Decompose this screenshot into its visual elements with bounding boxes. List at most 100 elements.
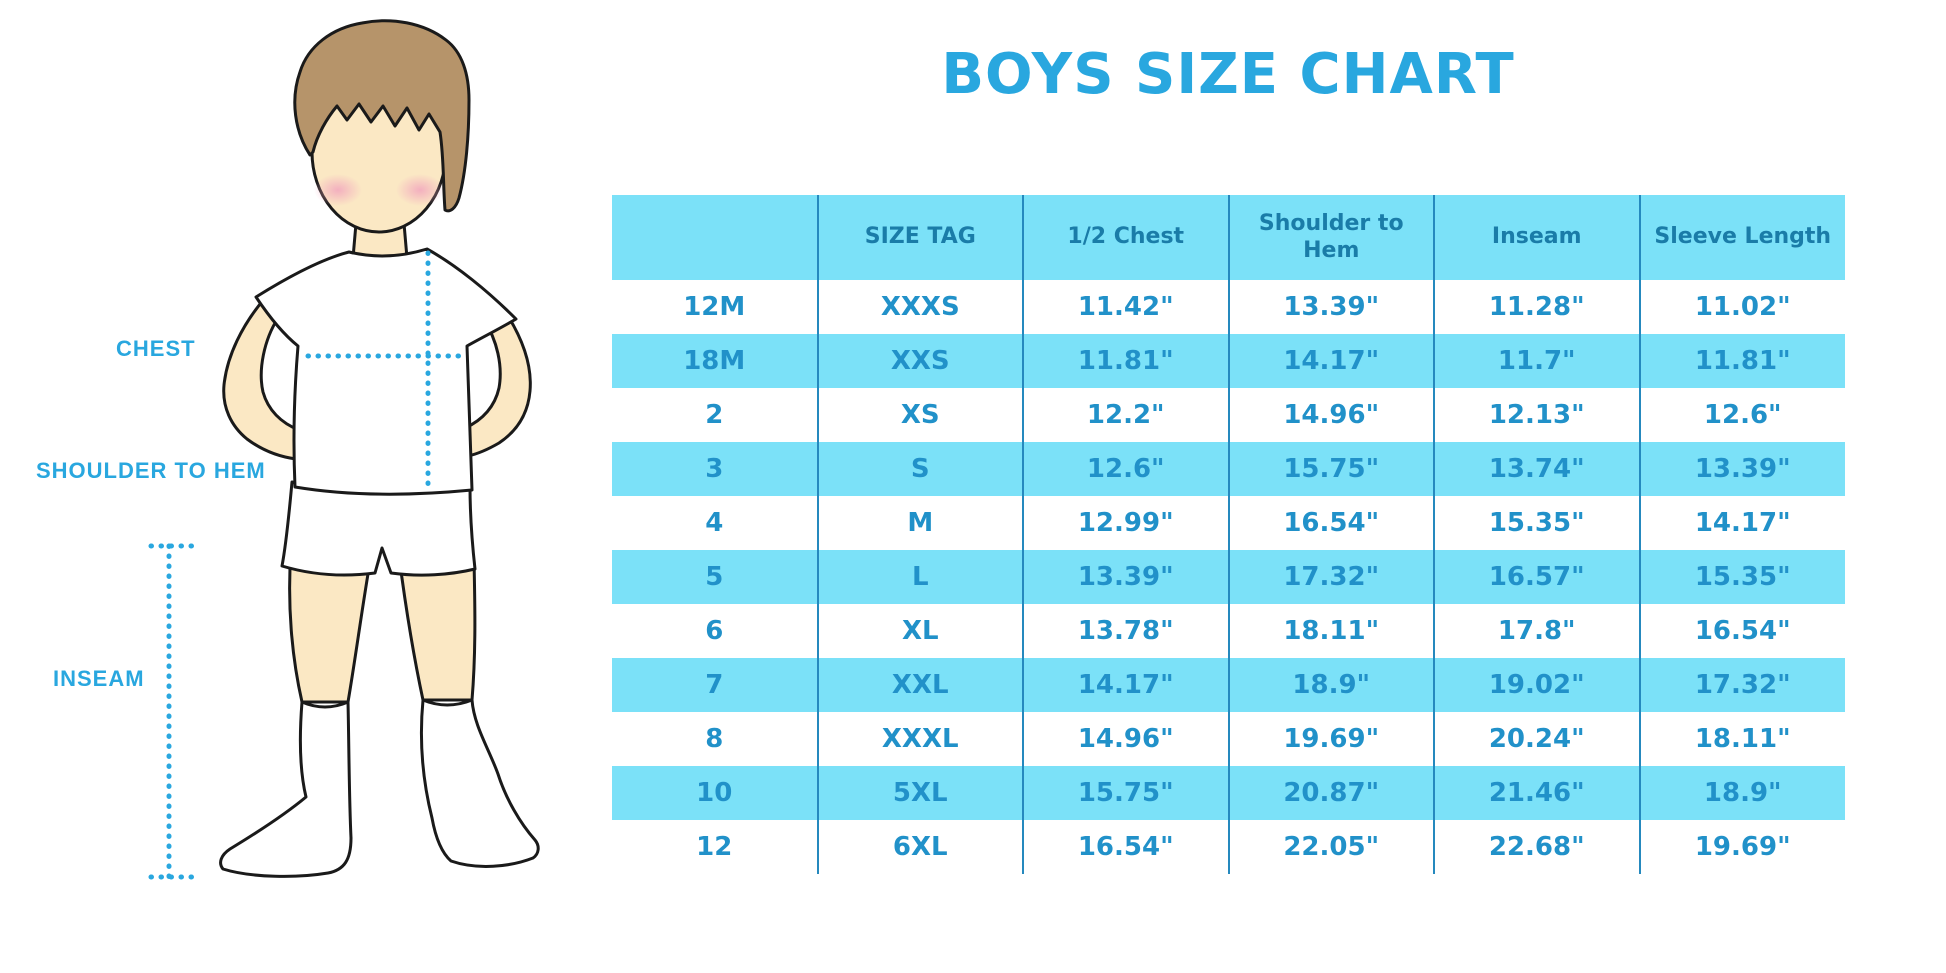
hair xyxy=(293,19,471,213)
table-cell: 12.2" xyxy=(1022,388,1229,442)
table-cell: 5XL xyxy=(816,766,1023,820)
table-cell: XXL xyxy=(816,658,1023,712)
table-cell: 19.02" xyxy=(1433,658,1640,712)
left-sock-top-line xyxy=(300,700,350,709)
shorts xyxy=(280,480,477,577)
table-cell: 6XL xyxy=(816,820,1023,874)
table-cell: 18.9" xyxy=(1638,766,1845,820)
table-cell: 15.35" xyxy=(1433,496,1640,550)
table-cell: 17.8" xyxy=(1433,604,1640,658)
table-cell: 2 xyxy=(705,400,724,430)
header-cell-inseam: Inseam xyxy=(1433,195,1640,280)
table-cell: 6 xyxy=(705,616,724,646)
table-cell: 16.57" xyxy=(1433,550,1640,604)
table-cell: 14.17" xyxy=(1022,658,1229,712)
table-cell: 5 xyxy=(612,550,818,604)
shoulder-to-hem-label: SHOULDER TO HEM xyxy=(36,458,266,483)
right-blush xyxy=(396,174,444,206)
right-leg xyxy=(397,554,477,702)
table-cell: 11.81" xyxy=(1638,334,1845,388)
table-cell: 12.6" xyxy=(1638,388,1845,442)
table-row: 2 XS 12.2" 14.96" 12.13" 12.6" xyxy=(612,388,1845,442)
table-cell: 12.13" xyxy=(1433,388,1640,442)
page-title: BOYS SIZE CHART xyxy=(941,42,1515,107)
table-row: 3 S 12.6" 15.75" 13.74" 13.39" xyxy=(612,442,1845,496)
table-cell: 15.75" xyxy=(1227,442,1434,496)
table-cell: 12M xyxy=(683,292,746,322)
table-cell: 13.74" xyxy=(1433,442,1640,496)
table-row: 7 XXL 14.17" 18.9" 19.02" 17.32" xyxy=(612,658,1845,712)
table-cell: 11.28" xyxy=(1433,280,1640,334)
table-cell: 11.81" xyxy=(1022,334,1229,388)
table-cell: 18.9" xyxy=(1227,658,1434,712)
table-cell: 10 xyxy=(612,766,818,820)
table-cell: XXXL xyxy=(816,712,1023,766)
table-cell: 12 xyxy=(696,832,733,862)
table-cell: 7 xyxy=(612,658,818,712)
table-row: 18M XXS 11.81" 14.17" 11.7" 11.81" xyxy=(612,334,1845,388)
size-table: SIZE TAG 1/2 Chest Shoulder to Hem Insea… xyxy=(612,195,1845,874)
table-cell: 17.32" xyxy=(1638,658,1845,712)
right-arm xyxy=(463,314,532,458)
inseam-label: INSEAM xyxy=(53,666,145,691)
header-cell-size-tag: SIZE TAG xyxy=(816,195,1023,280)
left-blush xyxy=(314,174,362,206)
table-cell: XXS xyxy=(816,334,1023,388)
chest-label: CHEST xyxy=(116,336,196,361)
table-cell: 17.32" xyxy=(1227,550,1434,604)
table-cell: 21.46" xyxy=(1433,766,1640,820)
table-cell: M xyxy=(816,496,1023,550)
table-cell: S xyxy=(816,442,1023,496)
header-cell-size xyxy=(612,195,818,280)
table-row: 4 M 12.99" 16.54" 15.35" 14.17" xyxy=(612,496,1845,550)
table-cell: XL xyxy=(816,604,1023,658)
table-row: 12 6XL 16.54" 22.05" 22.68" 19.69" xyxy=(612,820,1845,874)
table-cell: 22.68" xyxy=(1433,820,1640,874)
table-cell: 12.6" xyxy=(1022,442,1229,496)
table-cell: 14.17" xyxy=(1227,334,1434,388)
table-cell: 18M xyxy=(612,334,818,388)
table-cell: 20.24" xyxy=(1433,712,1640,766)
table-cell: 20.87" xyxy=(1227,766,1434,820)
table-row: 8 XXXL 14.96" 19.69" 20.24" 18.11" xyxy=(612,712,1845,766)
right-sock-top-line xyxy=(421,698,474,707)
table-cell: 3 xyxy=(612,442,818,496)
left-sock xyxy=(219,700,353,878)
boy-illustration xyxy=(0,0,560,973)
table-cell: 13.39" xyxy=(1638,442,1845,496)
table-cell: 15.75" xyxy=(1022,766,1229,820)
t-shirt xyxy=(254,247,518,496)
header-cell-sleeve-length: Sleeve Length xyxy=(1638,195,1845,280)
size-table-body: 12M XXXS 11.42" 13.39" 11.28" 11.02" 18M XXS 11.… xyxy=(612,280,1845,874)
table-cell: 15.35" xyxy=(1638,550,1845,604)
table-cell: 22.05" xyxy=(1227,820,1434,874)
table-row: 10 5XL 15.75" 20.87" 21.46" 18.9" xyxy=(612,766,1845,820)
table-cell: 12.99" xyxy=(1022,496,1229,550)
table-cell: 18.11" xyxy=(1638,712,1845,766)
table-cell: 16.54" xyxy=(1638,604,1845,658)
table-cell: 11.42" xyxy=(1022,280,1229,334)
header-row: SIZE TAG 1/2 Chest Shoulder to Hem Insea… xyxy=(612,195,1845,280)
table-cell: 16.54" xyxy=(1022,820,1229,874)
table-cell: 11.02" xyxy=(1638,280,1845,334)
right-sock xyxy=(419,698,540,868)
table-cell: 14.96" xyxy=(1227,388,1434,442)
table-cell: 19.69" xyxy=(1227,712,1434,766)
table-cell: 13.39" xyxy=(1227,280,1434,334)
table-cell: 14.17" xyxy=(1638,496,1845,550)
table-cell: 14.96" xyxy=(1022,712,1229,766)
header-cell-shoulder-to-hem: Shoulder to Hem xyxy=(1227,195,1434,280)
table-cell: XS xyxy=(816,388,1023,442)
table-cell: 18.11" xyxy=(1227,604,1434,658)
table-row: 5 L 13.39" 17.32" 16.57" 15.35" xyxy=(612,550,1845,604)
table-cell: 11.7" xyxy=(1433,334,1640,388)
header-cell-half-chest: 1/2 Chest xyxy=(1022,195,1229,280)
table-cell: L xyxy=(816,550,1023,604)
table-cell: 19.69" xyxy=(1638,820,1845,874)
table-row: 6 XL 13.78" 18.11" 17.8" 16.54" xyxy=(612,604,1845,658)
table-cell: 4 xyxy=(705,508,724,538)
header-cell-shoulder-to-hem-text: Shoulder to Hem xyxy=(1258,211,1404,263)
left-arm xyxy=(222,296,301,461)
size-table-header: SIZE TAG 1/2 Chest Shoulder to Hem Insea… xyxy=(612,195,1845,280)
